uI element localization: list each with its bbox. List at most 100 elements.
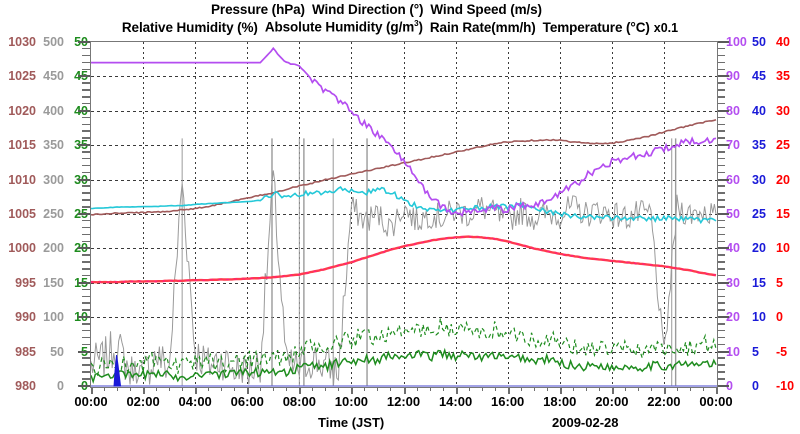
axis-tick-mark (82, 68, 90, 71)
axis-tick-label: 25 (752, 206, 766, 221)
axis-tick-mark (598, 387, 600, 391)
plot-svg (91, 42, 717, 387)
axis-tick-mark (717, 350, 729, 353)
axis-tick-mark (717, 274, 725, 277)
axis-tick-mark (82, 268, 90, 270)
axis-tick-mark (312, 387, 314, 391)
x-axis-tick-label: 08:00 (282, 394, 316, 409)
axis-tick-label: 50 (726, 206, 740, 221)
axis-tick-label: -10 (776, 378, 795, 393)
axis-tick-mark (82, 185, 90, 187)
axis-tick-label: 40 (726, 241, 740, 256)
series-wind-gust (91, 318, 717, 377)
axis-tick-label: 50 (752, 34, 766, 49)
axis-tick-mark (351, 387, 354, 394)
axis-tick-mark (442, 387, 444, 391)
axis-tick-mark (221, 387, 223, 391)
series-relative-humidity (91, 46, 717, 217)
axis-tick-mark (82, 102, 90, 105)
axis-tick-label: 200 (43, 241, 64, 256)
axis-tick-mark (82, 309, 90, 311)
x-axis-tick-label: 00:00 (699, 394, 733, 409)
axis-tick-label: -5 (776, 344, 788, 359)
axis-tick-label: 15 (776, 206, 790, 221)
axis-tick-mark (82, 240, 90, 243)
axis-tick-mark (78, 109, 90, 112)
axis-tick-mark (82, 123, 90, 126)
legend-wind-speed: Wind Speed (m/s) (430, 2, 542, 17)
axis-tick-mark (546, 387, 548, 391)
axis-tick-mark (533, 387, 535, 391)
axis-tick-mark (299, 387, 302, 394)
axis-tick-mark (716, 387, 718, 394)
axis-tick-mark (717, 364, 725, 366)
axis-tick-label: 5 (776, 275, 783, 290)
axis-tick-mark (130, 387, 132, 391)
axis-tick-mark (78, 213, 90, 215)
axis-tick-mark (325, 387, 327, 391)
axis-tick-mark (717, 378, 725, 380)
axis-tick-mark (82, 164, 90, 167)
axis-tick-mark (82, 254, 90, 256)
axis-tick-mark (717, 123, 725, 126)
axis-tick-mark (717, 357, 725, 359)
axis-tick-label: 30 (776, 103, 790, 118)
legend-scale-note: x0.1 (653, 20, 679, 35)
axis-tick-mark (717, 261, 725, 263)
axis-tick-mark (82, 302, 90, 304)
axis-tick-label: 250 (43, 206, 64, 221)
axis-tick-mark (82, 96, 90, 98)
axis-tick-mark (403, 387, 406, 394)
series-pressure (91, 118, 717, 216)
axis-tick-mark (82, 233, 90, 236)
axis-tick-mark (717, 75, 729, 78)
axis-tick-mark (494, 387, 496, 391)
axis-tick-mark (717, 316, 729, 319)
axis-tick-mark (82, 206, 90, 208)
axis-tick-mark (82, 82, 90, 84)
legend-row-1: Pressure (hPa) Wind Direction (°) Wind S… (0, 3, 760, 17)
axis-tick-mark (717, 157, 725, 160)
axis-tick-label: 10 (776, 241, 790, 256)
legend-absolute-humidity: Absolute Humidity (g/m3) (264, 19, 423, 35)
legend-wind-direction: Wind Direction (°) (311, 2, 424, 17)
legend-pressure: Pressure (hPa) (211, 2, 305, 17)
axis-tick-mark (702, 387, 704, 391)
axis-tick-label: 1000 (8, 241, 36, 256)
axis-tick-mark (104, 387, 106, 391)
axis-tick-mark (82, 151, 90, 153)
axis-tick-mark (82, 343, 90, 346)
series-wind-speed (91, 347, 717, 385)
axis-tick-label: 20 (752, 241, 766, 256)
axis-tick-mark (364, 387, 366, 391)
axis-tick-mark (208, 387, 210, 391)
axis-tick-mark (717, 171, 725, 174)
axis-tick-label: 25 (776, 137, 790, 152)
series-rain-rate (113, 354, 122, 387)
axis-tick-mark (717, 192, 725, 194)
axis-tick-mark (717, 281, 729, 284)
x-axis-tick-label: 20:00 (595, 394, 629, 409)
axis-tick-mark (82, 116, 90, 119)
axis-tick-mark (82, 295, 90, 298)
axis-tick-label: 990 (15, 309, 36, 324)
axis-tick-mark (195, 387, 198, 394)
axis-tick-mark (717, 206, 725, 208)
axis-tick-label: 300 (43, 172, 64, 187)
axis-tick-label: 0 (776, 309, 783, 324)
axis-tick-mark (82, 219, 90, 222)
axis-tick-label: 0 (57, 378, 64, 393)
axis-tick-label: 20 (726, 309, 740, 324)
axis-tick-mark (507, 387, 510, 394)
axis-tick-mark (82, 329, 90, 332)
axis-tick-label: 30 (726, 275, 740, 290)
axis-tick-label: 20 (776, 172, 790, 187)
axis-tick-mark (78, 75, 90, 78)
axis-tick-mark (717, 219, 725, 222)
axis-tick-label: 350 (43, 137, 64, 152)
axis-tick-mark (78, 350, 90, 353)
axis-tick-mark (82, 288, 90, 291)
axis-tick-mark (717, 61, 725, 64)
